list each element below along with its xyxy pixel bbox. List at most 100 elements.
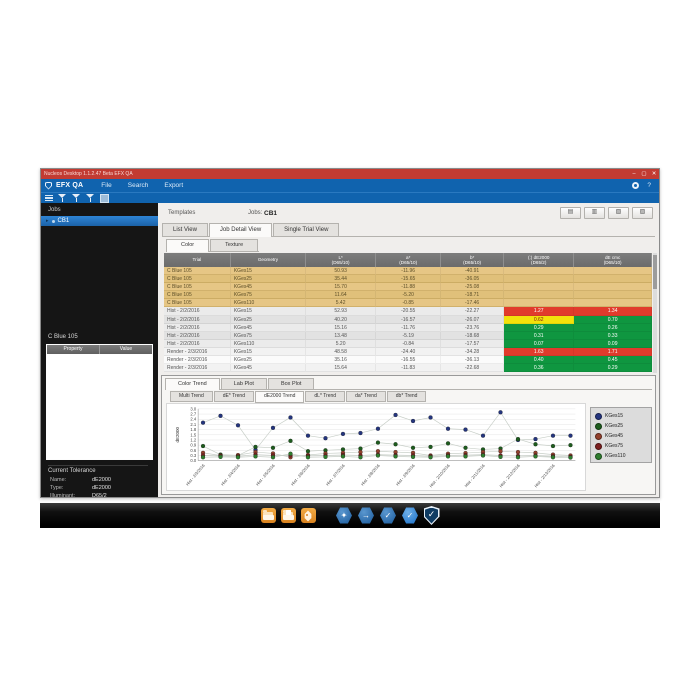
legend-dot-icon: [595, 432, 602, 440]
menu-search[interactable]: Search: [127, 182, 149, 189]
cell-de2000: [504, 291, 575, 300]
cell-l: 48.58: [305, 347, 377, 357]
filter-input[interactable]: [100, 193, 109, 203]
tolerance-row: Type: dE2000: [50, 484, 154, 492]
tab-list-view[interactable]: List View: [162, 223, 208, 236]
cell-trial: Hist - 2/2/2016: [164, 315, 231, 324]
column-header-l[interactable]: L* (D65/10): [306, 253, 377, 267]
tolerance-field-value: dE2000: [92, 485, 111, 491]
cell-trial: C Blue 105: [164, 267, 231, 276]
cell-l: 15.64: [305, 364, 377, 373]
tab-color-trend[interactable]: Color Trend: [165, 378, 220, 390]
print-button[interactable]: ▤: [560, 207, 581, 219]
tab-box-plot[interactable]: Box Plot: [267, 378, 315, 389]
cell-l: 35.16: [305, 356, 377, 365]
folder-icon[interactable]: [260, 508, 276, 523]
cell-l: 50.93: [305, 267, 377, 276]
tab-db-trend[interactable]: db* Trend: [386, 391, 427, 402]
column-header-de-cmc[interactable]: dE cmc (D65/10): [574, 253, 652, 267]
panel-list-icon[interactable]: [45, 195, 53, 201]
tab-lab-plot[interactable]: Lab Plot: [220, 378, 267, 389]
filter-toolbar: [41, 192, 659, 203]
filter-funnel-icon[interactable]: [86, 194, 95, 202]
table-row[interactable]: C Blue 105 KGes110 5.42 -0.85 -17.46: [164, 299, 652, 308]
main-content: Templates Jobs: CB1 ▤ ▥ ▧ ▨ List View Job De…: [158, 203, 659, 497]
efx-shield-icon[interactable]: ✓: [423, 506, 440, 525]
templates-label[interactable]: Templates: [168, 210, 196, 216]
cell-decmc: 0.45: [574, 356, 652, 365]
column-header-trial[interactable]: Trial: [164, 253, 231, 267]
cell-de2000: [504, 275, 575, 284]
svg-text:2.4: 2.4: [190, 417, 196, 422]
cell-a: -16.57: [376, 315, 442, 324]
current-job-name: CB1: [264, 209, 278, 217]
report-button[interactable]: ▨: [632, 207, 653, 219]
de2000-trend-chart: 0.0 0.3 0.6 0.9 1.2 1.5 1.8 2.1 2.4 2.7 3.0 dE2000 H…: [166, 403, 586, 491]
cell-b: -34.28: [441, 347, 505, 357]
sidebar-item-job-cb1[interactable]: ▸ CB1: [41, 216, 158, 226]
table-row[interactable]: C Blue 105 KGes25 35.44 -15.65 -36.05: [164, 275, 652, 284]
svg-text:1.8: 1.8: [190, 427, 196, 432]
tolerance-row: Name: dE2000: [50, 476, 154, 484]
tab-color[interactable]: Color: [166, 239, 210, 252]
cell-b: -22.27: [441, 307, 505, 316]
column-header-a[interactable]: a* (D65/10): [376, 253, 442, 267]
cell-l: 35.44: [305, 275, 377, 284]
tab-single-trial-view[interactable]: Single Trial View: [273, 223, 340, 236]
filter-funnel-icon[interactable]: [72, 194, 81, 202]
table-row[interactable]: C Blue 105 KGes45 15.70 -11.88 -25.08: [164, 283, 652, 292]
menu-file[interactable]: File: [101, 182, 112, 189]
jobs-caption: Jobs:: [248, 210, 263, 216]
table-row[interactable]: Hist - 2/2/2016 KGes45 15.16 -11.76 -23.76 0.…: [164, 323, 652, 332]
job-label: CB1: [57, 218, 70, 224]
tag-icon[interactable]: [300, 508, 316, 523]
hex-import-icon[interactable]: →: [358, 507, 374, 524]
svg-text:Hist - 2/8/2016: Hist - 2/8/2016: [360, 462, 381, 486]
export-excel-button[interactable]: ▧: [608, 207, 629, 219]
gear-icon[interactable]: [632, 182, 640, 189]
cell-a: -5.20: [376, 291, 442, 300]
tab-job-detail-view[interactable]: Job Detail View: [208, 223, 273, 237]
table-row[interactable]: C Blue 105 KGes15 50.93 -11.96 -40.91: [164, 267, 652, 276]
export-pdf-button[interactable]: ▥: [584, 207, 605, 219]
cell-decmc: [574, 299, 652, 308]
check-badge-icon[interactable]: ✓: [402, 507, 418, 524]
table-row[interactable]: Hist - 2/2/2016 KGes15 52.93 -20.55 -22.27 1.…: [164, 307, 652, 316]
tab-de-trend[interactable]: dE* Trend: [213, 391, 254, 402]
table-row[interactable]: Render - 2/3/2016 KGes15 48.58 -24.40 -34.28…: [164, 347, 652, 357]
tab-dl-trend[interactable]: dL* Trend: [305, 391, 346, 402]
column-header-geometry[interactable]: Geometry: [231, 253, 306, 267]
table-scrollbar-thumb[interactable]: [653, 255, 657, 289]
tolerance-field-value: D65/2: [92, 493, 107, 499]
table-row[interactable]: Render - 2/3/2016 KGes25 35.16 -16.55 -36.13…: [164, 356, 652, 365]
minimize-button[interactable]: –: [632, 171, 636, 177]
table-row[interactable]: Hist - 2/2/2016 KGes75 13.48 -5.19 -18.68 0.3…: [164, 331, 652, 340]
table-scrollbar: [653, 253, 657, 373]
table-row[interactable]: C Blue 105 KGes75 11.64 -5.20 -18.71: [164, 291, 652, 300]
property-panel: Property Value: [46, 344, 153, 460]
tab-texture[interactable]: Texture: [210, 239, 259, 251]
column-header-de2000[interactable]: (:) dE2000 (D65/2): [504, 253, 575, 267]
filter-funnel-icon[interactable]: [58, 194, 67, 202]
expand-caret-icon[interactable]: ▸: [46, 218, 49, 224]
help-button[interactable]: ?: [647, 182, 651, 189]
tab-de2000-trend[interactable]: dE2000 Trend: [254, 391, 305, 403]
cell-b: -36.13: [441, 356, 505, 365]
cell-geometry: KGes75: [230, 331, 306, 340]
hex-compare-icon[interactable]: ✦: [336, 507, 352, 524]
column-header-b[interactable]: b* (D65/10): [441, 253, 505, 267]
menu-bar: EFX QA File Search Export ?: [41, 179, 659, 192]
maximize-button[interactable]: ▢: [641, 171, 647, 177]
table-row[interactable]: Hist - 2/2/2016 KGes25 40.20 -16.57 -26.07 0.…: [164, 315, 652, 324]
documents-folder-icon[interactable]: [280, 508, 296, 523]
menu-export[interactable]: Export: [164, 182, 184, 189]
cell-b: -36.05: [441, 275, 505, 284]
hex-approve-icon[interactable]: ✓: [380, 507, 396, 524]
table-row[interactable]: Render - 2/3/2016 KGes45 15.64 -11.83 -22.68…: [164, 364, 652, 373]
table-row[interactable]: Hist - 2/2/2016 KGes110 5.20 -0.84 -17.57 0.0…: [164, 339, 652, 348]
svg-text:Hist - 2/6/2016: Hist - 2/6/2016: [290, 462, 311, 486]
close-button[interactable]: ✕: [651, 171, 657, 177]
tab-multi-trend[interactable]: Multi Trend: [170, 391, 213, 402]
cell-trial: Hist - 2/2/2016: [164, 331, 231, 340]
tab-da-trend[interactable]: da* Trend: [346, 391, 386, 402]
